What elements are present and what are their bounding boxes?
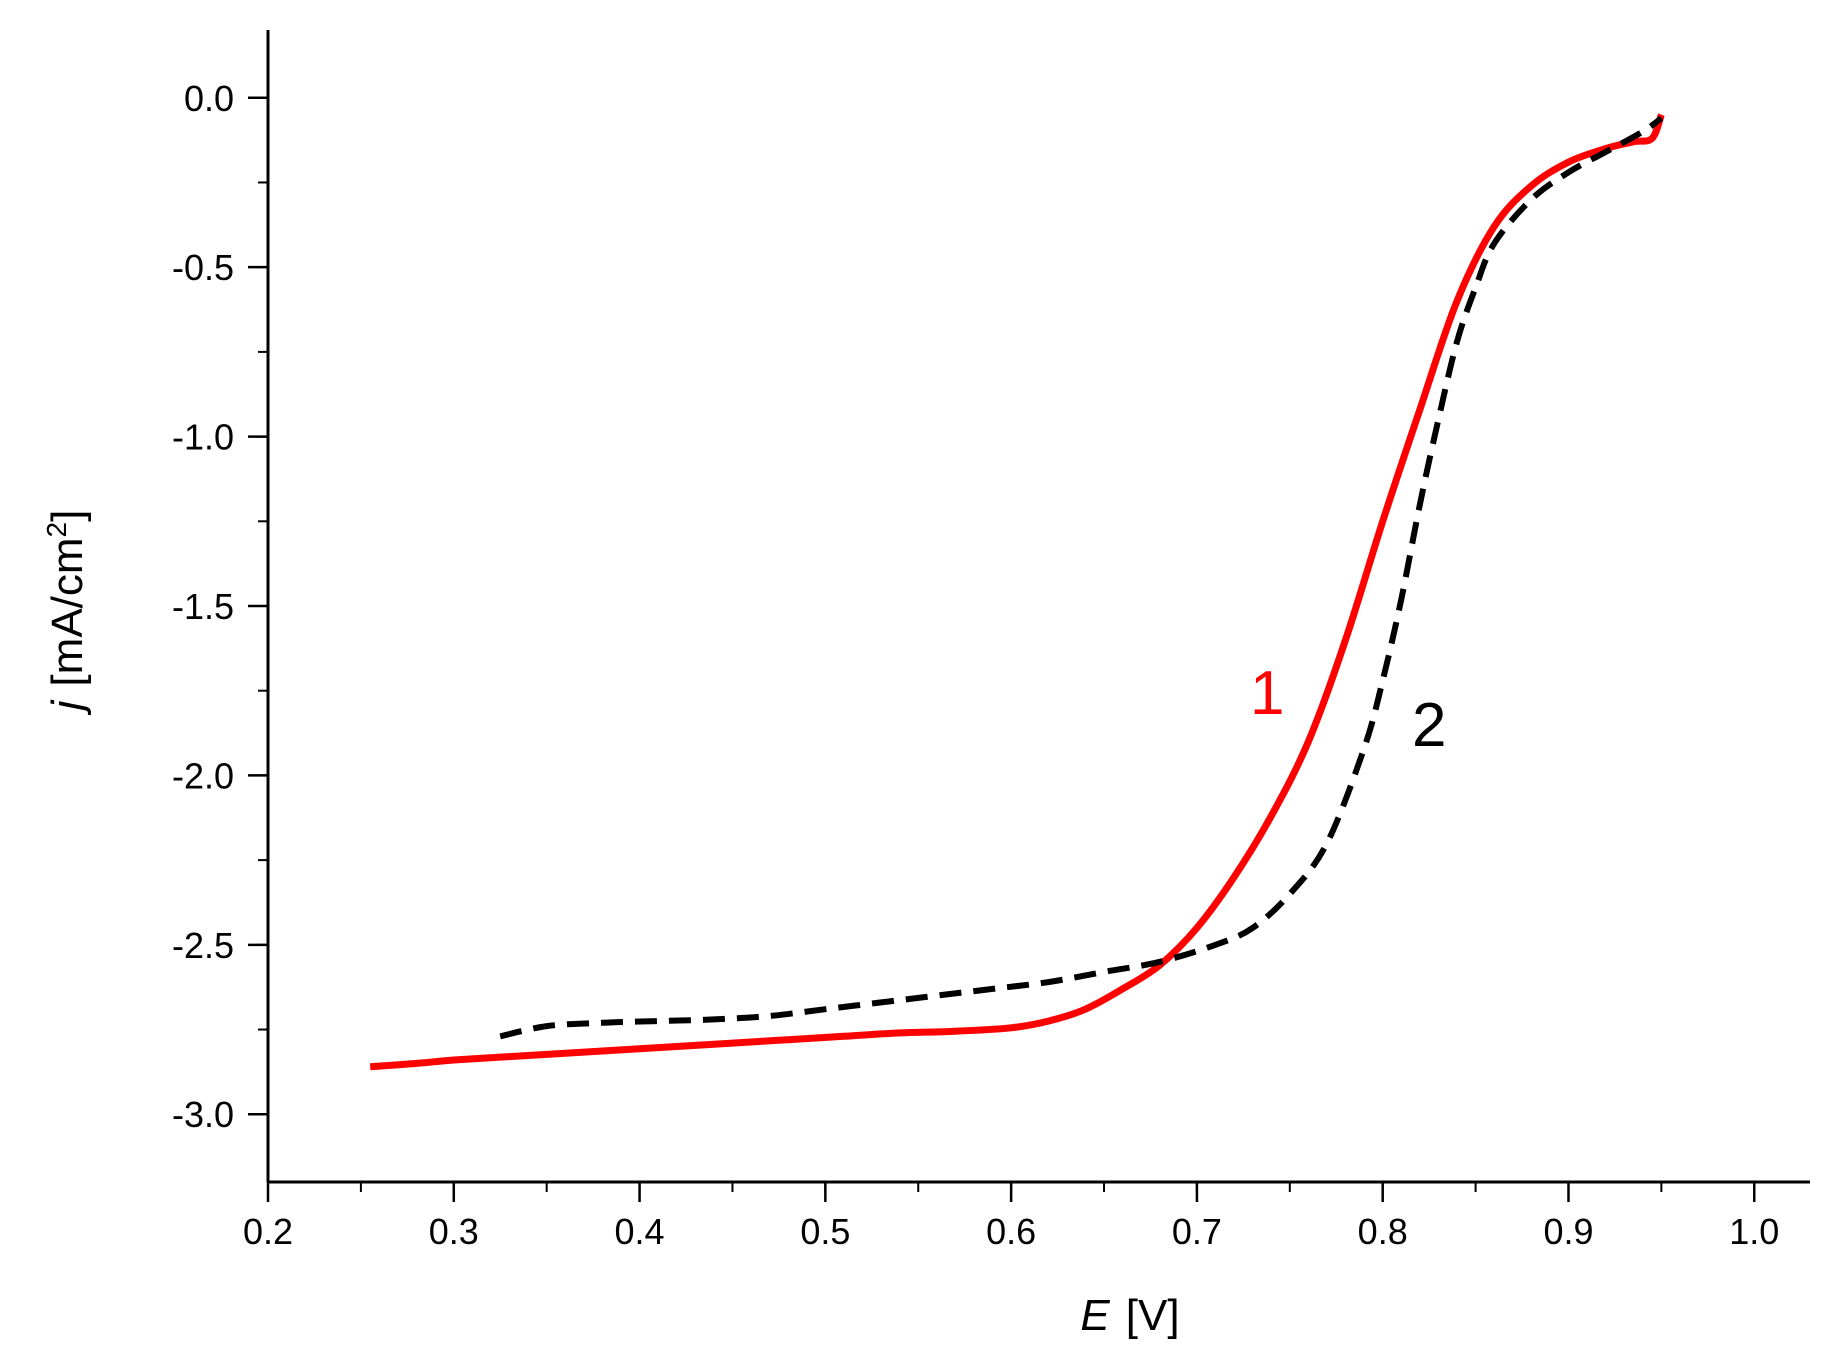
y-axis-unit-prefix: [mA/cm: [43, 537, 92, 686]
series-1-line: [369, 113, 1665, 1071]
x-tick-label: 0.2: [243, 1211, 293, 1252]
y-axis-title: j [mA/cm2]: [41, 510, 92, 716]
series-2-label: 2: [1412, 691, 1446, 760]
y-axis-unit-superscript: 2: [41, 522, 72, 538]
x-tick-label: 0.7: [1172, 1211, 1222, 1252]
y-tick-label: -1.5: [172, 586, 234, 627]
y-tick-label: -3.0: [172, 1094, 234, 1135]
y-axis-unit-suffix: ]: [43, 510, 92, 522]
x-tick-label: 0.8: [1358, 1211, 1408, 1252]
series-layer: [369, 113, 1665, 1071]
x-axis-unit: [V]: [1126, 1291, 1180, 1340]
y-axis-symbol: j: [43, 699, 92, 715]
x-tick-label: 0.4: [615, 1211, 665, 1252]
y-tick-label: -2.5: [172, 925, 234, 966]
series-1-label: 1: [1250, 659, 1284, 728]
y-tick-label: 0.0: [184, 78, 234, 119]
y-tick-label: -1.0: [172, 417, 234, 458]
x-axis-title: E [V]: [1080, 1291, 1179, 1340]
x-tick-label: 1.0: [1729, 1211, 1779, 1252]
series-2-line: [499, 115, 1664, 1040]
tick-labels: 0.2 0.3 0.4 0.5 0.6 0.7 0.8 0.9 1.0 0.0 -0.5 -1.0 -1…: [172, 78, 1779, 1252]
x-tick-label: 0.3: [429, 1211, 479, 1252]
x-tick-label: 0.5: [800, 1211, 850, 1252]
x-tick-label: 0.9: [1543, 1211, 1593, 1252]
x-axis-symbol: E: [1080, 1291, 1110, 1340]
y-tick-label: -2.0: [172, 755, 234, 796]
x-tick-label: 0.6: [986, 1211, 1036, 1252]
major-ticks: [248, 96, 1756, 1202]
y-tick-label: -0.5: [172, 247, 234, 288]
